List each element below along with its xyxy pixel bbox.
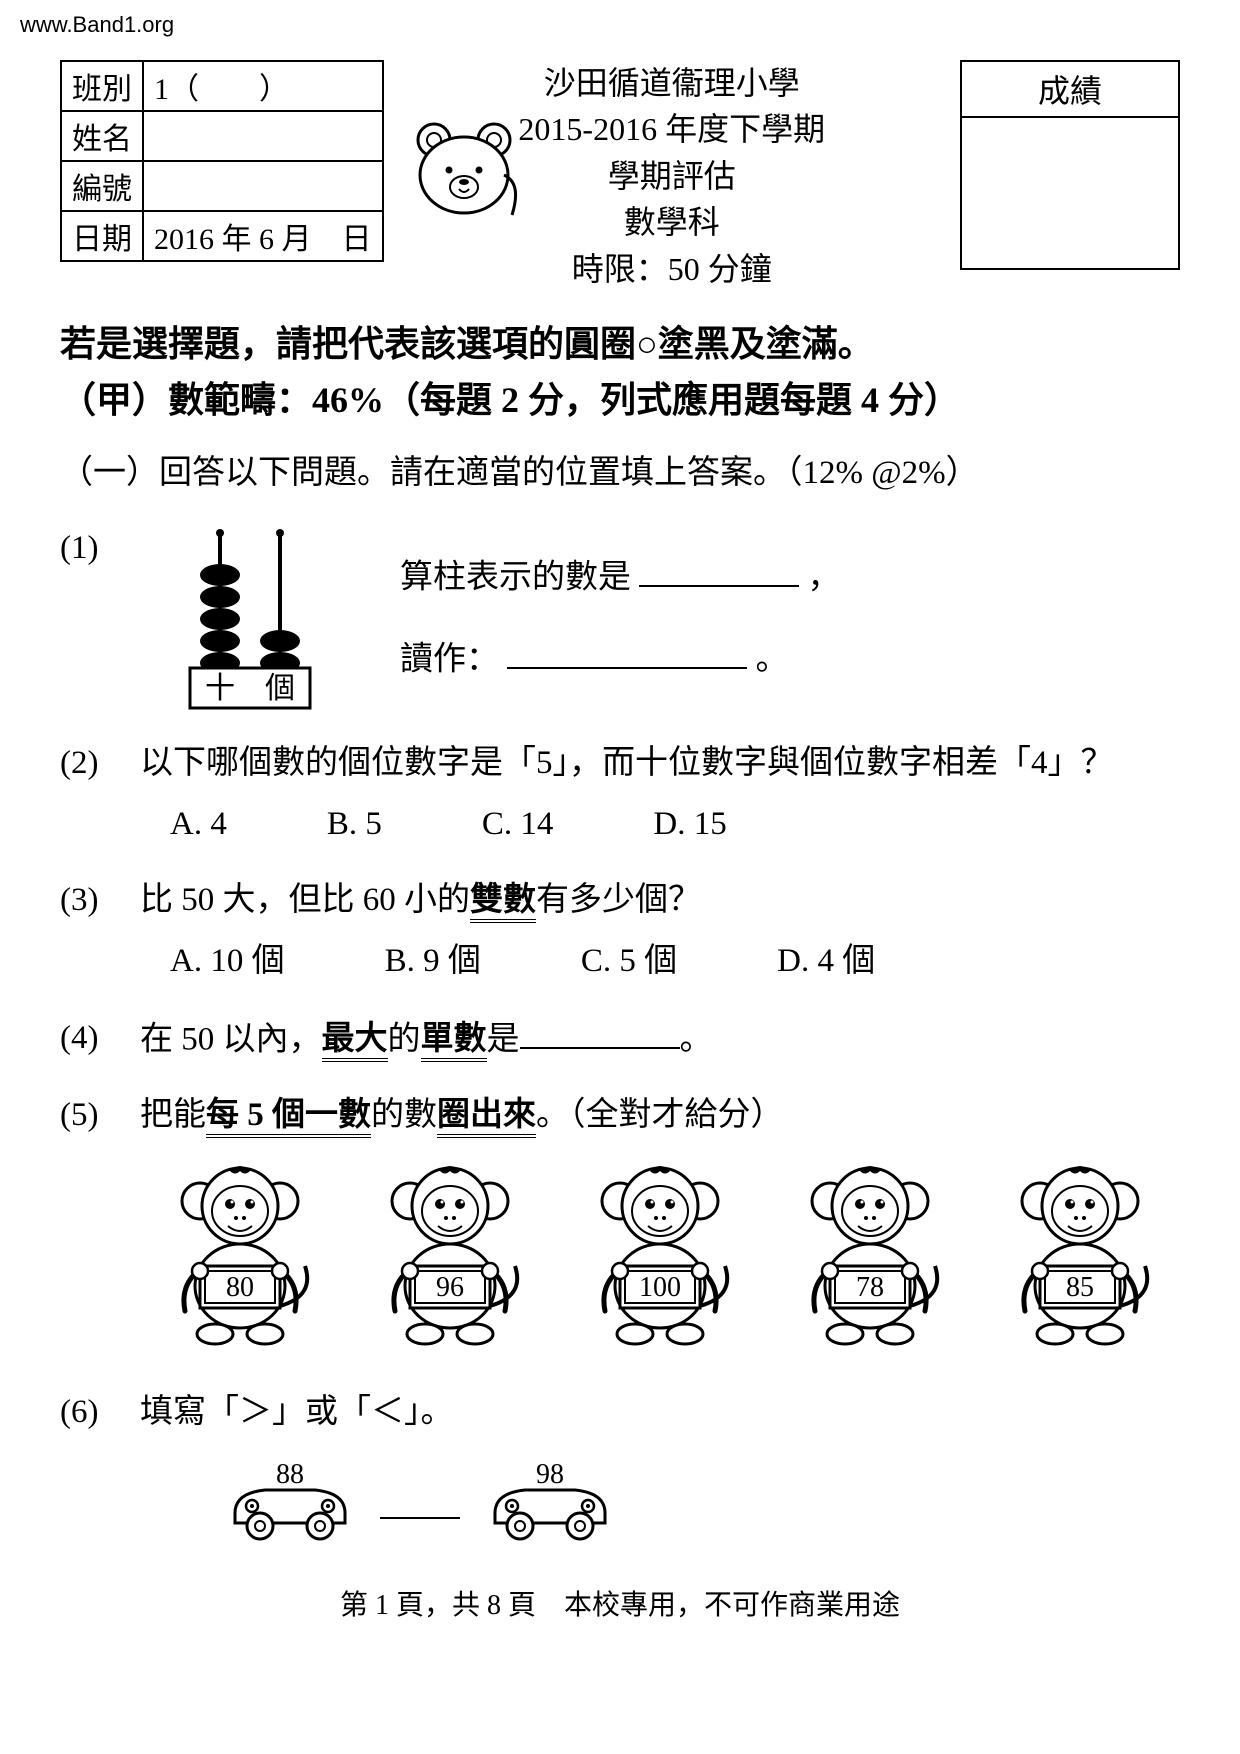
question-6: (6) 填寫「＞」或「＜」。 88 98 bbox=[60, 1387, 1180, 1543]
section-1-header: （一）回答以下問題。請在適當的位置填上答案。（12% @2%） bbox=[60, 449, 1180, 499]
q3-underline: 雙數 bbox=[470, 882, 536, 923]
q3-opt-a: A. 10 個 bbox=[170, 936, 285, 987]
car-left-icon: 88 bbox=[220, 1458, 360, 1543]
monkey-number: 96 bbox=[436, 1272, 464, 1303]
q4-blank bbox=[520, 1013, 680, 1049]
q2-opt-a: A. 4 bbox=[170, 799, 227, 850]
q5-e: 。（全對才給分） bbox=[536, 1097, 784, 1133]
date-value: 2016 年 6 月 日 bbox=[143, 211, 383, 261]
q5-c: 的數 bbox=[371, 1097, 437, 1133]
watermark-text: www.Band1.org bbox=[20, 12, 174, 38]
page-footer: 第 1 頁，共 8 頁 本校專用，不可作商業用途 bbox=[60, 1583, 1180, 1623]
monkey-number: 80 bbox=[226, 1272, 254, 1303]
q3-opt-d: D. 4 個 bbox=[777, 936, 875, 987]
q4-c: 的 bbox=[388, 1021, 421, 1057]
bear-decoration-icon bbox=[404, 115, 524, 235]
monkey-item: 85 bbox=[990, 1156, 1170, 1362]
monkey-item: 96 bbox=[360, 1156, 540, 1362]
class-label: 班別 bbox=[61, 61, 143, 111]
q6-text: 填寫「＞」或「＜」。 bbox=[140, 1387, 1180, 1438]
q2-number: (2) bbox=[60, 738, 140, 850]
q3-text-c: 有多少個？ bbox=[536, 882, 701, 918]
score-value bbox=[962, 118, 1178, 268]
q5-a: 把能 bbox=[140, 1097, 206, 1133]
student-info-table: 班別 1（ ） 姓名 編號 日期 2016 年 6 月 日 bbox=[60, 60, 384, 262]
q4-f: 。 bbox=[680, 1021, 713, 1057]
abacus-icon: 十個 bbox=[170, 523, 340, 713]
q4-e: 是 bbox=[487, 1021, 520, 1057]
name-value bbox=[143, 111, 383, 161]
school-name: 沙田循道衞理小學 bbox=[404, 60, 941, 106]
car-right-icon: 98 bbox=[480, 1458, 620, 1543]
date-label: 日期 bbox=[61, 211, 143, 261]
question-3: (3) 比 50 大，但比 60 小的雙數有多少個？ A. 10 個 B. 9 … bbox=[60, 875, 1180, 987]
q1-text-a: 算柱表示的數是 bbox=[400, 559, 631, 595]
q2-text: 以下哪個數的個位數字是「5」，而十位數字與個位數字相差「4」？ bbox=[140, 738, 1180, 789]
question-2: (2) 以下哪個數的個位數字是「5」，而十位數字與個位數字相差「4」？ A. 4… bbox=[60, 738, 1180, 850]
score-label: 成績 bbox=[962, 62, 1178, 118]
q5-b: 每 5 個一數 bbox=[206, 1097, 371, 1138]
q2-opt-b: B. 5 bbox=[327, 799, 382, 850]
q1-text-b: ， bbox=[808, 559, 841, 595]
monkey-icon: 96 bbox=[360, 1156, 540, 1346]
question-1: (1) 十個 算柱表示的數是 ， 讀作： 。 bbox=[60, 523, 1180, 713]
q4-b: 最大 bbox=[322, 1021, 388, 1062]
q1-blank-2 bbox=[507, 633, 747, 669]
monkey-number: 78 bbox=[856, 1272, 884, 1303]
question-5: (5) 把能每 5 個一數的數圈出來。（全對才給分） 80 96 100 78 85 bbox=[60, 1090, 1180, 1362]
q5-number: (5) bbox=[60, 1090, 140, 1362]
title-block: 沙田循道衞理小學 2015-2016 年度下學期 學期評估 數學科 時限：50 … bbox=[404, 60, 941, 292]
monkey-icon: 80 bbox=[150, 1156, 330, 1346]
q5-d: 圈出來 bbox=[437, 1097, 536, 1138]
q2-opt-d: D. 15 bbox=[653, 799, 726, 850]
q2-opt-c: C. 14 bbox=[482, 799, 554, 850]
q3-text-a: 比 50 大，但比 60 小的 bbox=[140, 882, 470, 918]
instruction-1: 若是選擇題，請把代表該選項的圓圈○塗黑及塗滿。 bbox=[60, 317, 1180, 373]
id-label: 編號 bbox=[61, 161, 143, 211]
q6-blank bbox=[380, 1483, 460, 1519]
q1-blank-1 bbox=[639, 551, 799, 587]
q4-a: 在 50 以內， bbox=[140, 1021, 322, 1057]
svg-text:個: 個 bbox=[265, 672, 295, 705]
svg-text:十: 十 bbox=[205, 672, 235, 705]
monkey-icon: 78 bbox=[780, 1156, 960, 1346]
q3-opt-c: C. 5 個 bbox=[581, 936, 677, 987]
instruction-2: （甲）數範疇：46%（每題 2 分，列式應用題每題 4 分） bbox=[60, 373, 1180, 429]
q3-opt-b: B. 9 個 bbox=[385, 936, 481, 987]
monkey-icon: 100 bbox=[570, 1156, 750, 1346]
q4-d: 單數 bbox=[421, 1021, 487, 1062]
monkey-item: 78 bbox=[780, 1156, 960, 1362]
q6-number: (6) bbox=[60, 1387, 140, 1543]
monkey-icon: 85 bbox=[990, 1156, 1170, 1346]
monkey-item: 80 bbox=[150, 1156, 330, 1362]
monkey-item: 100 bbox=[570, 1156, 750, 1362]
q3-number: (3) bbox=[60, 875, 140, 987]
score-box: 成績 bbox=[960, 60, 1180, 270]
class-value: 1（ ） bbox=[143, 61, 383, 111]
car-number: 98 bbox=[536, 1459, 564, 1490]
q1-text-d: 。 bbox=[756, 641, 789, 677]
id-value bbox=[143, 161, 383, 211]
monkey-number: 100 bbox=[639, 1272, 681, 1303]
time-limit: 時限：50 分鐘 bbox=[404, 246, 941, 292]
car-number: 88 bbox=[276, 1459, 304, 1490]
q1-text-c: 讀作： bbox=[400, 641, 499, 677]
name-label: 姓名 bbox=[61, 111, 143, 161]
question-4: (4) 在 50 以內，最大的單數是 。 bbox=[60, 1013, 1180, 1065]
monkey-number: 85 bbox=[1066, 1272, 1094, 1303]
q4-number: (4) bbox=[60, 1013, 140, 1065]
q1-number: (1) bbox=[60, 523, 140, 713]
